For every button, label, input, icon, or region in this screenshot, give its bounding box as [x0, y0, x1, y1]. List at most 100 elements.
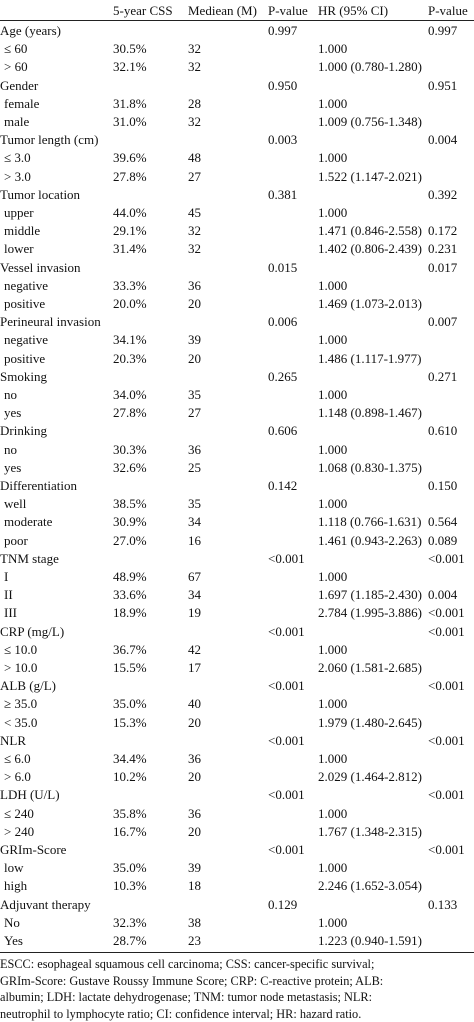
table-cell: 10.2% [113, 769, 147, 785]
group-label: Gender [0, 77, 39, 93]
table-cell: 0.950 [268, 77, 298, 93]
group-label: Tumor location [0, 186, 81, 202]
row-label: > 10.0 [4, 660, 38, 675]
group-label: CRP (mg/L) [0, 623, 65, 639]
table-cell: 0.606 [268, 423, 298, 439]
row-label: yes [4, 405, 22, 421]
table-cell: 0.997 [428, 23, 458, 38]
table-cell: 1.000 [318, 914, 348, 930]
table-cell: 33.6% [113, 587, 147, 603]
table-cell: 0.997 [268, 23, 298, 38]
table-cell: 30.5% [113, 41, 147, 57]
table-cell: 34.4% [113, 751, 147, 766]
table-cell: <0.001 [428, 732, 465, 748]
table-cell: 29.1% [113, 223, 147, 239]
table-cell: 20 [188, 714, 201, 730]
table-cell: 18.9% [113, 605, 147, 621]
table-cell: 48 [188, 150, 201, 166]
table-cell: 1.471 (0.846-2.558) [318, 223, 422, 239]
table-cell: 1.223 (0.940-1.591) [318, 933, 422, 948]
footnote-line: neutrophil to lymphocyte ratio; CI: conf… [0, 1006, 362, 1021]
column-header: P-value [268, 3, 308, 18]
table-cell: 30.9% [113, 514, 147, 530]
row-label: well [4, 496, 27, 512]
table-cell: 34 [188, 587, 201, 603]
table-cell: 27.0% [113, 532, 147, 548]
row-label: II [4, 587, 13, 603]
column-header: HR (95% CI) [318, 3, 389, 18]
table-cell: 0.172 [428, 223, 458, 239]
table-cell: 39.6% [113, 150, 147, 166]
table-cell: 35.8% [113, 805, 147, 821]
table-cell: 45 [188, 205, 201, 220]
table-cell: <0.001 [428, 623, 465, 639]
table-cell: 2.784 (1.995-3.886) [318, 605, 422, 621]
table-cell: 16 [188, 532, 201, 548]
table-cell: 1.118 (0.766-1.631) [318, 514, 422, 530]
group-label: Differentiation [0, 478, 78, 493]
table-cell: 28.7% [113, 933, 147, 948]
group-label: Tumor length (cm) [0, 132, 99, 148]
table-cell: 0.231 [428, 241, 458, 257]
table-cell: 28 [188, 95, 201, 111]
table-cell: 32.1% [113, 59, 147, 75]
table-cell: 42 [188, 641, 201, 657]
row-label: negative [4, 332, 49, 348]
table-cell: 35.0% [113, 860, 147, 876]
table-cell: 10.3% [113, 878, 147, 894]
table-cell: 0.015 [268, 259, 298, 275]
group-label: Perineural invasion [0, 314, 101, 330]
row-label: positive [4, 296, 46, 311]
table-cell: <0.001 [268, 787, 305, 803]
table-cell: 19 [188, 605, 201, 621]
table-cell: 1.068 (0.830-1.375) [318, 459, 422, 475]
table-cell: 1.486 (1.117-1.977) [318, 350, 422, 366]
table-cell: 2.060 (1.581-2.685) [318, 660, 422, 675]
table-cell: 2.246 (1.652-3.054) [318, 878, 422, 894]
table-cell: 23 [188, 933, 201, 948]
table-cell: <0.001 [268, 623, 305, 639]
table-cell: 1.009 (0.756-1.348) [318, 114, 422, 129]
group-label: GRIm-Score [0, 842, 67, 857]
table-cell: 0.007 [428, 314, 458, 330]
table-cell: <0.001 [268, 550, 305, 566]
table-cell: 0.004 [428, 587, 458, 603]
table-cell: 36 [188, 277, 201, 293]
group-label: Adjuvant therapy [0, 896, 91, 912]
group-label: LDH (U/L) [0, 787, 60, 803]
column-header: Mediean (M) [188, 3, 257, 18]
table-cell: 15.3% [113, 714, 147, 730]
table-cell: 1.000 [318, 332, 348, 348]
row-label: ≤ 10.0 [4, 641, 38, 657]
table-cell: 0.381 [268, 186, 298, 202]
table-cell: 36 [188, 805, 201, 821]
table-cell: 32.3% [113, 914, 147, 930]
footnote-line: GRIm-Score: Gustave Roussy Immune Score;… [0, 973, 384, 988]
table-cell: 1.767 (1.348-2.315) [318, 823, 422, 839]
table-cell: 32 [188, 59, 201, 75]
table-cell: 0.129 [268, 896, 298, 912]
table-cell: 1.402 (0.806-2.439) [318, 241, 422, 257]
table-cell: 48.9% [113, 569, 147, 584]
table-cell: 20 [188, 296, 201, 311]
row-label: female [4, 95, 40, 111]
group-label: ALB (g/L) [0, 678, 56, 694]
table-cell: 1.000 [318, 205, 348, 220]
table-cell: 2.029 (1.464-2.812) [318, 769, 422, 785]
table-cell: 67 [188, 569, 201, 584]
table-cell: 32 [188, 223, 201, 239]
row-label: ≤ 3.0 [4, 150, 31, 166]
table-cell: 1.000 [318, 860, 348, 876]
table-cell: 35.0% [113, 696, 147, 712]
row-label: No [4, 914, 20, 930]
table-cell: 0.265 [268, 368, 298, 384]
table-cell: 31.0% [113, 114, 147, 129]
table-cell: 0.003 [268, 132, 298, 148]
row-label: I [4, 569, 9, 584]
table-cell: 0.150 [428, 478, 458, 493]
row-label: yes [4, 459, 22, 475]
table-cell: 27.8% [113, 405, 147, 421]
row-label: > 6.0 [4, 769, 31, 785]
footnote-line: ESCC: esophageal squamous cell carcinoma… [0, 957, 375, 972]
